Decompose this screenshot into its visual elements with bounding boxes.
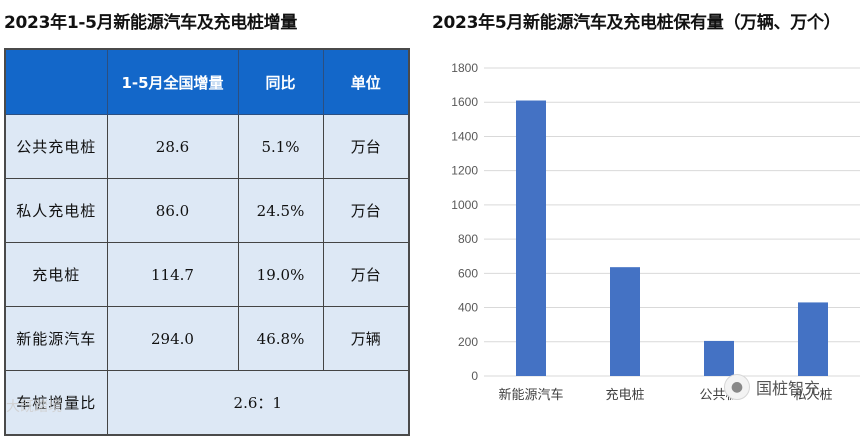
table-row: 充电桩 114.7 19.0% 万台 [4, 242, 410, 307]
y-tick-label: 200 [458, 335, 478, 349]
left-title: 2023年1-5月新能源汽车及充电桩增量 [4, 13, 298, 33]
y-tick-label: 1400 [451, 129, 478, 143]
table-cell: 充电桩 [4, 242, 108, 307]
table-cell: 28.6 [106, 114, 239, 179]
increment-table-wrap: 1-5月全国增量 同比 单位 公共充电桩 28.6 5.1% 万台 私人充电桩 … [4, 48, 410, 436]
table-cell: 46.8% [237, 306, 324, 371]
chart-title: 2023年5月新能源汽车及充电桩保有量（万辆、万个） [432, 13, 841, 33]
ratio-value: 2.6：1 [106, 370, 410, 436]
grid-layer [484, 67, 860, 377]
table-header-row: 1-5月全国增量 同比 单位 [4, 48, 410, 115]
y-tick-label: 1600 [451, 95, 478, 109]
watermark-right: ● 国桩智充 [724, 374, 820, 400]
table-cell: 万台 [322, 242, 410, 307]
watermark-left: 大既踏境 [6, 399, 62, 415]
table-cell: 新能源汽车 [4, 306, 108, 371]
table-row: 私人充电桩 86.0 24.5% 万台 [4, 178, 410, 243]
table-header-cell [4, 48, 108, 115]
table-cell: 公共充电桩 [4, 114, 108, 179]
table-header-cell: 同比 [237, 48, 324, 115]
wechat-icon: ● [724, 374, 750, 400]
bar-layer [516, 100, 828, 376]
x-tick-label: 私人桩 [793, 388, 832, 403]
bar [610, 267, 640, 376]
y-tick-label: 0 [471, 369, 478, 383]
y-tick-label: 1000 [451, 198, 478, 212]
y-tick-label: 800 [458, 232, 478, 246]
table-cell: 19.0% [237, 242, 324, 307]
table-cell: 私人充电桩 [4, 178, 108, 243]
x-tick-label: 充电桩 [605, 387, 644, 403]
y-tick-label: 1800 [451, 61, 478, 75]
table-row: 公共充电桩 28.6 5.1% 万台 [4, 114, 410, 179]
table-row: 新能源汽车 294.0 46.8% 万辆 [4, 306, 410, 371]
tick-layer: 0 200 400 600 800 1000 1200 1400 1600 1800 新能源汽车 充电… [451, 61, 832, 403]
table-ratio-row: 车桩增量比 2.6：1 [4, 370, 410, 436]
y-tick-label: 600 [458, 266, 478, 280]
table-header-cell: 单位 [322, 48, 410, 115]
bar-chart: 0 200 400 600 800 1000 1200 1400 1600 1800 新能源汽车 充电… [451, 61, 860, 403]
y-tick-label: 400 [458, 301, 478, 315]
table-cell: 86.0 [106, 178, 239, 243]
table-cell: 24.5% [237, 178, 324, 243]
table-cell: 5.1% [237, 114, 324, 179]
table-cell: 万台 [322, 114, 410, 179]
bar [798, 302, 828, 376]
increment-table: 1-5月全国增量 同比 单位 公共充电桩 28.6 5.1% 万台 私人充电桩 … [4, 48, 410, 436]
bar [516, 100, 546, 376]
table-cell: 万台 [322, 178, 410, 243]
watermark-right-text: 国桩智充 [756, 379, 821, 398]
table-cell: 294.0 [106, 306, 239, 371]
table-cell: 万辆 [322, 306, 410, 371]
y-tick-label: 1200 [451, 164, 478, 178]
bar [704, 340, 734, 376]
x-tick-label: 新能源汽车 [498, 387, 563, 403]
table-header-cell: 1-5月全国增量 [106, 48, 239, 115]
table-cell: 114.7 [106, 242, 239, 307]
